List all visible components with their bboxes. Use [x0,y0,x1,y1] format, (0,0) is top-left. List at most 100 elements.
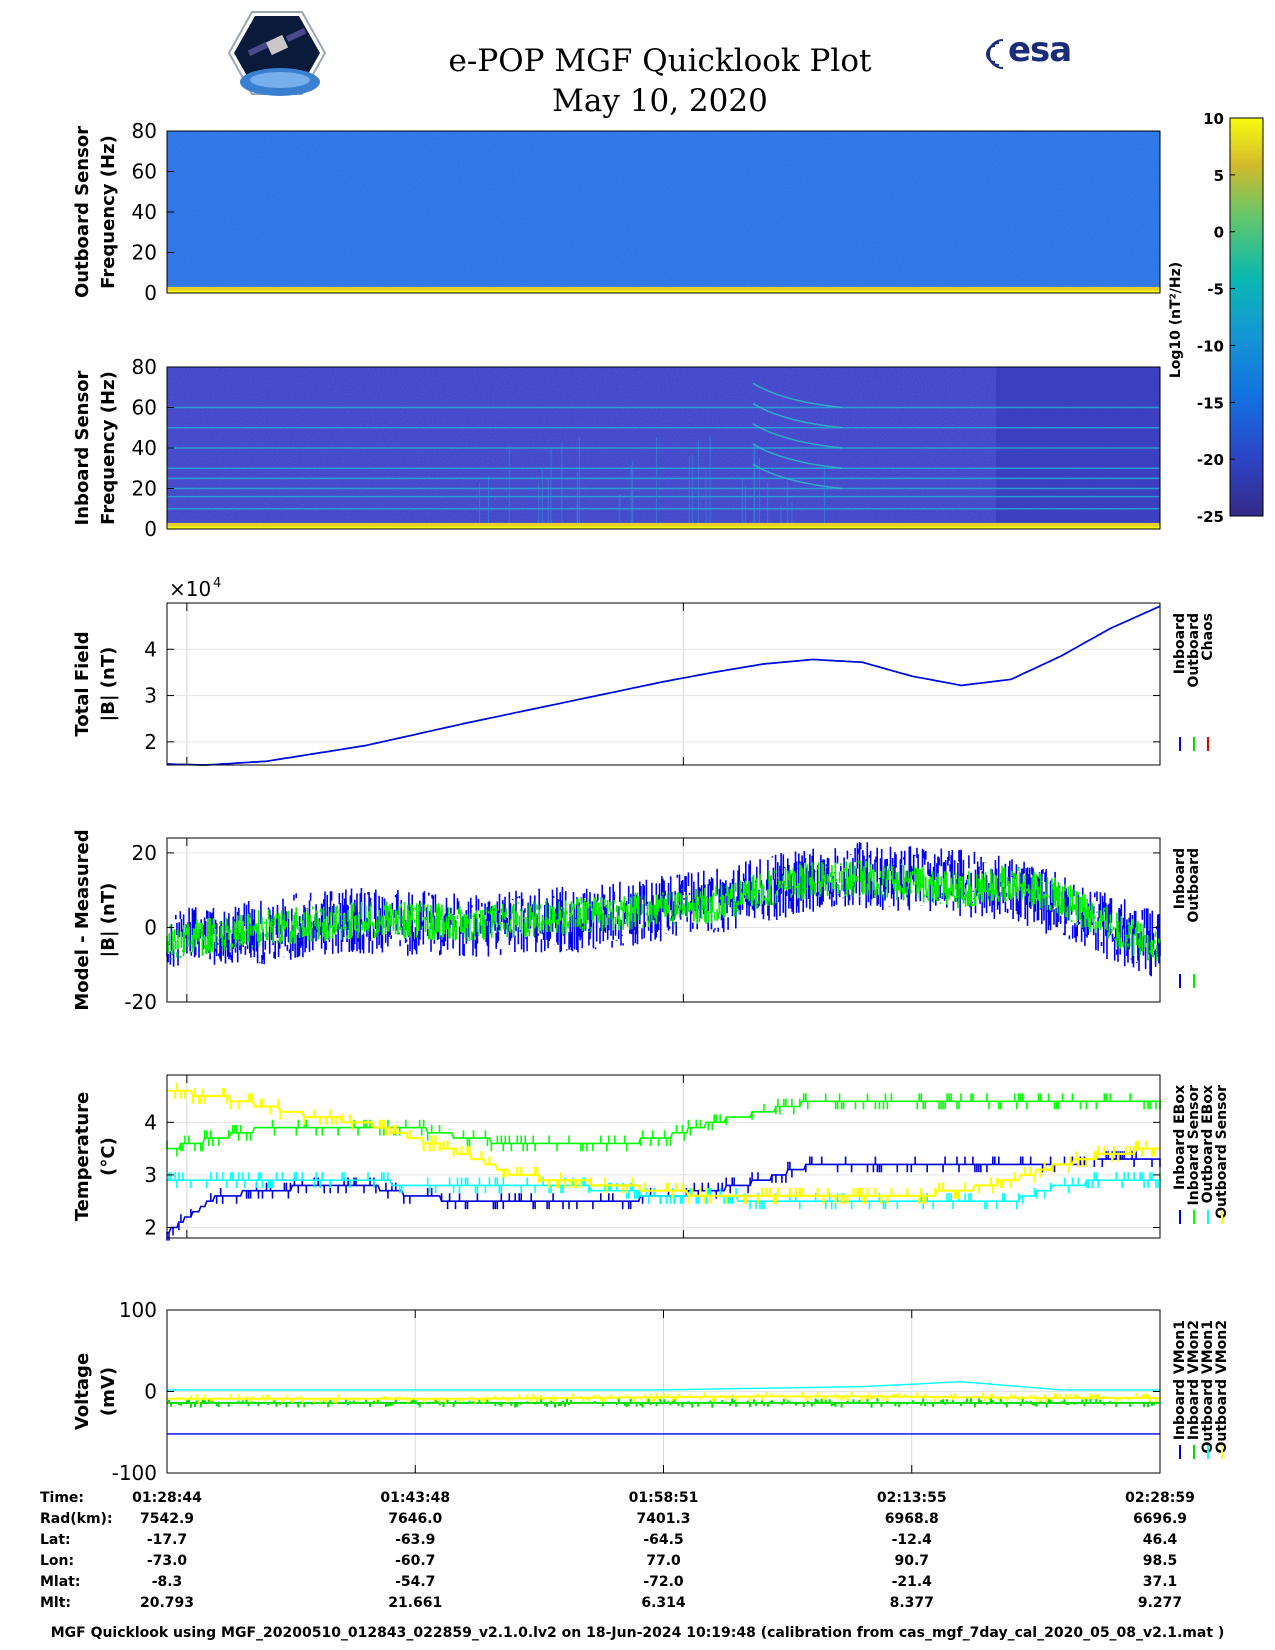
ephemeris-value: -8.3 [151,1574,183,1590]
panel-0-ytick-label: 60 [132,160,157,184]
panel-1-ytick-label: 80 [132,355,157,379]
panel-2-ytick-label: 4 [144,637,157,661]
panel-1-ytick-label: 40 [132,436,157,460]
plot-title: e-POP MGF Quicklook Plot [448,43,872,79]
panel-0-ylabel: Outboard Sensor [72,126,93,298]
panel-5-ylabel: (mV) [98,1367,119,1416]
ephemeris-value: -73.0 [146,1553,188,1569]
ephemeris-value: 01:58:51 [628,1490,699,1506]
ephemeris-value: 01:43:48 [380,1490,451,1506]
ephemeris-value: 6696.9 [1132,1511,1188,1527]
panel-4-background [167,1075,1160,1238]
panel-2-legend-label: Outboard [1186,613,1202,688]
panel-1-emission-curve [752,402,843,429]
ephemeris-value: -17.7 [146,1532,188,1548]
panel-4-axes [166,1074,1161,1239]
panel-5-ytick-label: -100 [112,1461,157,1485]
ephemeris-value: 7401.3 [636,1511,691,1527]
ephemeris-value: 02:13:55 [876,1490,947,1506]
panel-0-ytick-label: 20 [132,241,157,265]
panel-3-ylabel: |B| (nT) [98,883,119,958]
panel-0-noise [167,131,1160,293]
panel-4-legend-label: Inboard EBox [1172,1085,1188,1190]
panel-2-legend-label: Chaos [1200,613,1216,661]
panel-0-ytick-label: 0 [144,281,157,305]
panel-5-legend-label: Outboard VMon1 [1200,1320,1216,1454]
panel-2-series-inboard [166,605,1161,766]
colorbar-tick-label: -25 [1197,508,1224,526]
colorbar-tick-label: -15 [1197,394,1224,412]
ephemeris-value: -21.4 [891,1574,932,1590]
panel-4-series-outboard-sensor [167,1082,1160,1204]
ephemeris-value: -60.7 [395,1553,436,1569]
ephemeris-value: 98.5 [1142,1553,1178,1569]
colorbar-tick-label: -20 [1197,451,1224,469]
ephemeris-label: Time: [40,1490,85,1506]
panel-4-ylabel: Temperature [72,1092,93,1221]
panel-1-ytick-label: 60 [132,396,157,420]
esa-wordmark: esa [1008,30,1072,70]
panel-1-emission-curve [752,463,843,490]
ephemeris-label: Lat: [40,1532,71,1548]
ephemeris-label: Mlat: [40,1574,81,1590]
panel-1-emission-curve [752,423,843,449]
ephemeris-value: 46.4 [1142,1532,1178,1548]
colorbar-tick-label: 10 [1203,110,1224,128]
ephemeris-value: -63.9 [395,1532,436,1548]
colorbar-tick-label: 5 [1214,167,1224,185]
ephemeris-value: -12.4 [891,1532,932,1548]
panel-2-ylabel: Total Field [72,631,93,736]
panel-0-lowfreq-band [167,286,1160,293]
panel-2-ytick-label: 3 [144,684,157,708]
footer-caption: MGF Quicklook using MGF_20200510_012843_… [50,1625,1225,1641]
panel-3-ylabel: Model - Measured [72,829,93,1010]
panel-5-series-outboard-vmon1 [167,1380,1160,1391]
ephemeris-value: -54.7 [395,1574,436,1590]
colorbar-tick-label: 0 [1214,224,1224,242]
panel-1-ylabel: Frequency (Hz) [98,371,119,525]
panel-4-legend-label: Inboard Sensor [1186,1085,1202,1206]
panel-3-ytick-label: 0 [144,915,157,939]
ephemeris-label: Rad(km): [40,1511,113,1527]
ephemeris-label: Mlt: [40,1595,72,1611]
panel-3-legend-label: Outboard [1186,848,1202,923]
ephemeris-value: -64.5 [643,1532,684,1548]
ephemeris-value: 20.793 [139,1595,195,1611]
panel-2-exponent-power: 4 [213,576,221,591]
panel-2-ylabel: |B| (nT) [98,647,119,722]
ephemeris-value: 7646.0 [388,1511,443,1527]
panel-4-ylabel: (°C) [98,1137,119,1176]
mission-logo [228,11,326,96]
ephemeris-value: -72.0 [643,1574,684,1590]
panel-5-ytick-label: 0 [144,1380,157,1404]
ephemeris-value: 9.277 [1137,1595,1183,1611]
panel-2-exponent-base: ×10 [169,577,211,601]
colorbar-tick-label: -5 [1207,281,1224,299]
panel-0-ytick-label: 40 [132,200,157,224]
panel-4-ytick-label: 2 [144,1215,157,1239]
ephemeris-value: 7542.9 [139,1511,195,1527]
panel-1-ytick-label: 0 [144,517,157,541]
panel-4-series-inboard-sensor [166,1093,1161,1157]
colorbar [1229,117,1264,517]
panel-4-series-outboard-ebox [167,1172,1161,1210]
panel-5-legend-label: Outboard VMon2 [1214,1320,1230,1454]
panel-1-ytick-label: 20 [132,477,157,501]
panel-4-legend-label: Outboard Sensor [1214,1085,1230,1219]
panel-2-legend-label: Inboard [1172,613,1188,674]
panel-5-series-inboard-vmon2 [167,1398,1160,1408]
ephemeris-value: 6.314 [641,1595,686,1611]
panel-3-ytick-label: -20 [124,990,157,1014]
ephemeris-value: 37.1 [1142,1574,1178,1590]
ephemeris-value: 01:28:44 [132,1490,202,1506]
ephemeris-value: 8.377 [889,1595,934,1611]
panel-0-lowfreq-core [167,290,1160,293]
ephemeris-label: Lon: [40,1553,75,1569]
panel-4-ytick-label: 4 [144,1110,157,1134]
panel-3-ytick-label: 20 [132,841,157,865]
colorbar-tick-label: -10 [1197,337,1224,355]
ephemeris-value: 21.661 [388,1595,443,1611]
panel-2-background [167,603,1160,765]
panel-1-emission-curve [752,382,843,409]
